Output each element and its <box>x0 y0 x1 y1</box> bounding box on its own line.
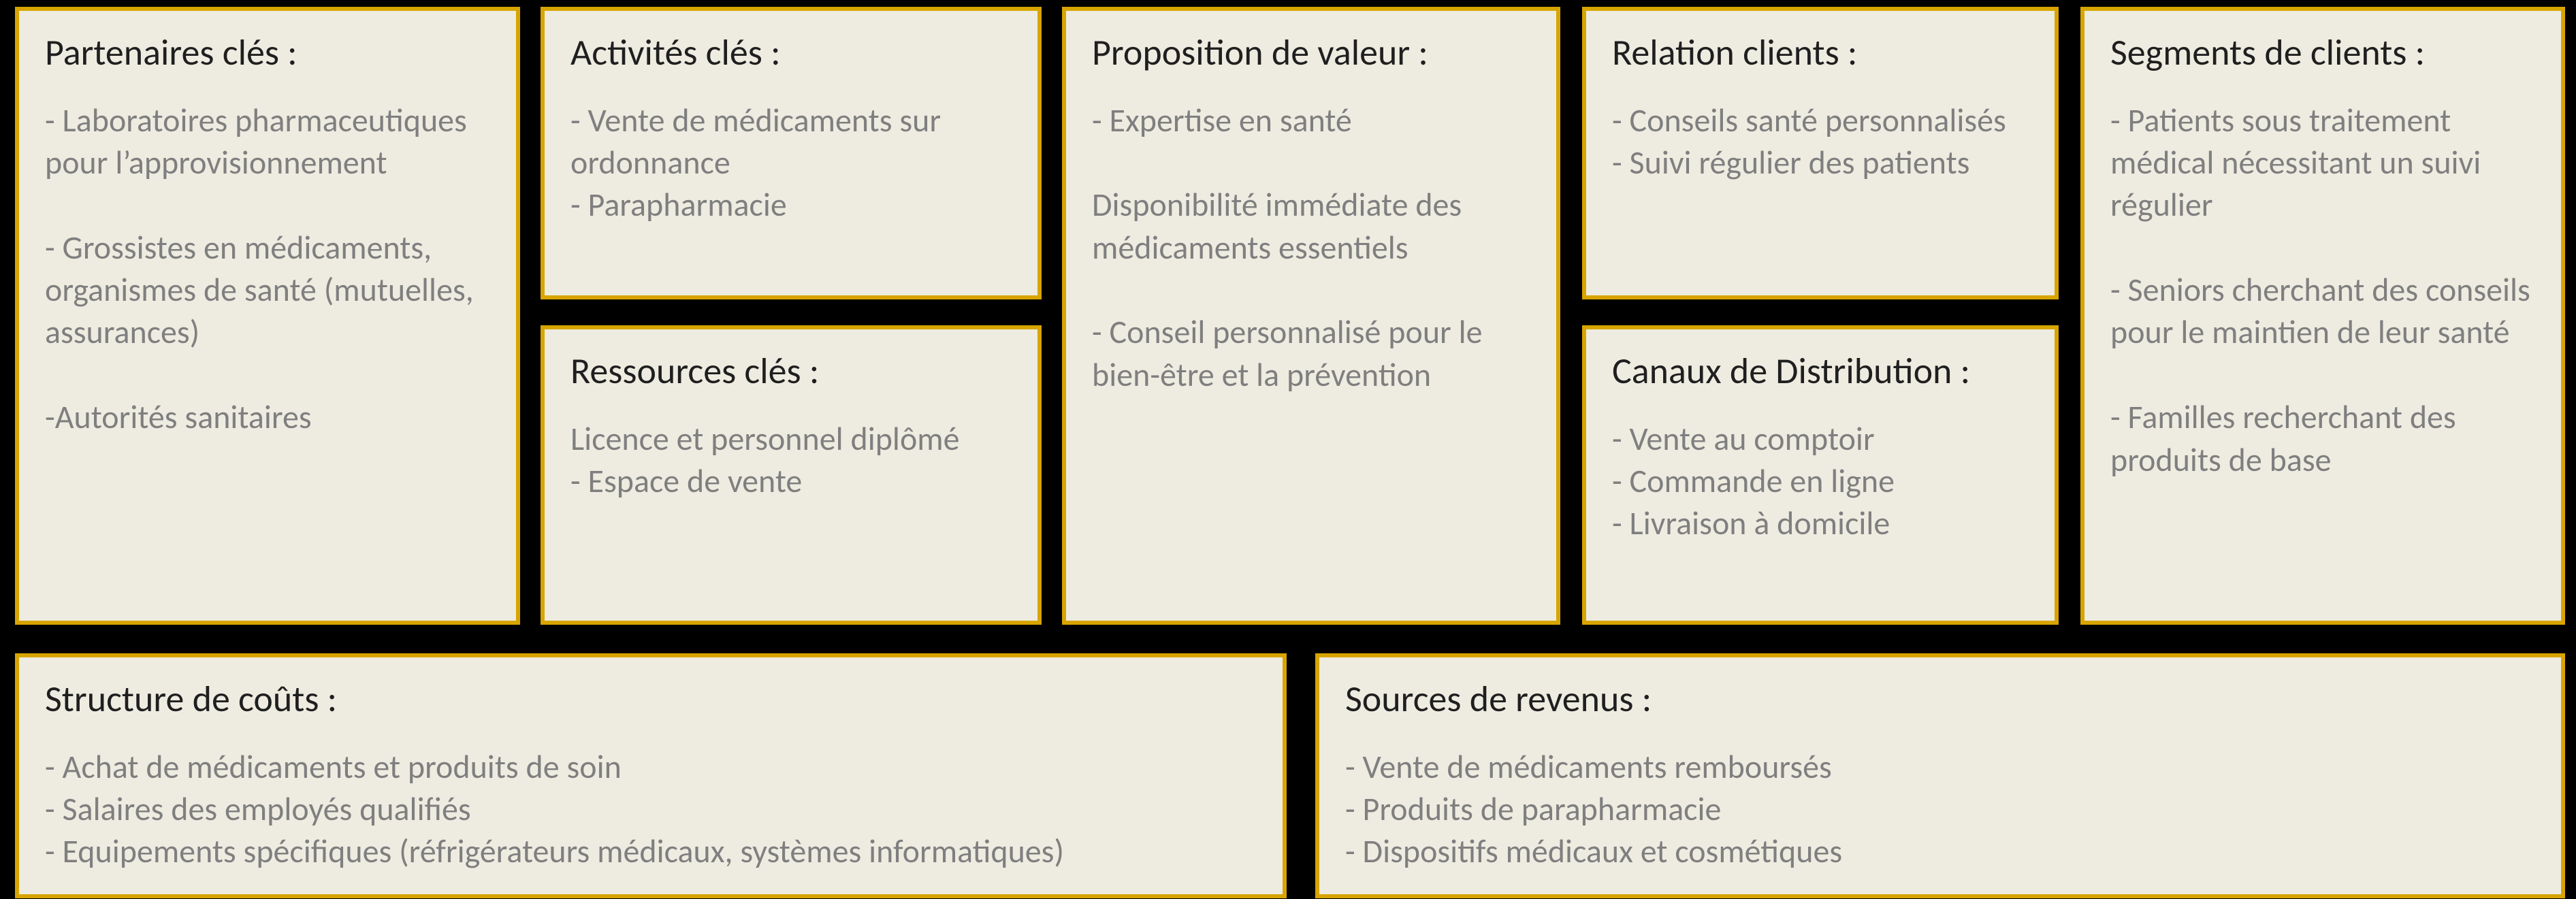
block-revenue-streams: Sources de revenus : - Vente de médicame… <box>1315 653 2565 898</box>
body-key-activities: - Vente de médicaments sur ordonnance - … <box>570 99 1012 227</box>
title-channels: Canaux de Distribution : <box>1612 348 2029 395</box>
body-customer-segments: - Patients sous traitement médical néces… <box>2110 99 2535 482</box>
body-cost-structure: - Achat de médicaments et produits de so… <box>45 746 1257 873</box>
block-customer-relations: Relation clients : - Conseils santé pers… <box>1582 7 2059 299</box>
body-customer-relations: - Conseils santé personnalisés - Suivi r… <box>1612 99 2029 184</box>
title-customer-relations: Relation clients : <box>1612 30 2029 76</box>
block-value-proposition: Proposition de valeur : - Expertise en s… <box>1062 7 1560 625</box>
block-customer-segments: Segments de clients : - Patients sous tr… <box>2080 7 2565 625</box>
title-cost-structure: Structure de coûts : <box>45 676 1257 723</box>
block-channels: Canaux de Distribution : - Vente au comp… <box>1582 325 2059 625</box>
title-value-proposition: Proposition de valeur : <box>1092 30 1530 76</box>
block-key-resources: Ressources clés : Licence et personnel d… <box>541 325 1042 625</box>
title-key-resources: Ressources clés : <box>570 348 1012 395</box>
title-key-activities: Activités clés : <box>570 30 1012 76</box>
body-revenue-streams: - Vente de médicaments remboursés - Prod… <box>1345 746 2535 873</box>
body-key-resources: Licence et personnel diplômé - Espace de… <box>570 418 1012 503</box>
title-revenue-streams: Sources de revenus : <box>1345 676 2535 723</box>
business-model-canvas: Partenaires clés : - Laboratoires pharma… <box>0 0 2576 899</box>
block-key-activities: Activités clés : - Vente de médicaments … <box>541 7 1042 299</box>
body-channels: - Vente au comptoir - Commande en ligne … <box>1612 418 2029 545</box>
block-key-partners: Partenaires clés : - Laboratoires pharma… <box>15 7 520 625</box>
body-key-partners: - Laboratoires pharmaceutiques pour l’ap… <box>45 99 490 439</box>
title-customer-segments: Segments de clients : <box>2110 30 2535 76</box>
title-key-partners: Partenaires clés : <box>45 30 490 76</box>
body-value-proposition: - Expertise en santé Disponibilité imméd… <box>1092 99 1530 397</box>
block-cost-structure: Structure de coûts : - Achat de médicame… <box>15 653 1287 898</box>
